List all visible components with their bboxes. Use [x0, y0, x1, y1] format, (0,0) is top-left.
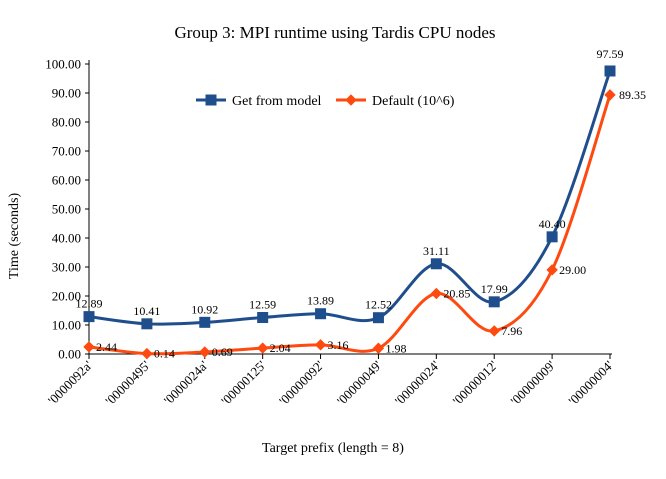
- data-point: [141, 318, 153, 330]
- y-tick-label: 0.00: [58, 347, 81, 362]
- data-point: [141, 347, 153, 360]
- data-label: 29.00: [559, 263, 586, 277]
- x-tick-label: '00000012': [450, 358, 501, 409]
- data-label: 13.89: [307, 294, 334, 308]
- data-point: [372, 342, 385, 354]
- data-label: 17.99: [481, 282, 508, 296]
- series-layer: 12.89 10.41 10.92 12.59 13.89 12.52 31.11 17.99…: [76, 47, 647, 361]
- x-tick-label: '00000125': [218, 358, 269, 409]
- series: 12.89 10.41 10.92 12.59 13.89 12.52 31.11 17.99…: [76, 47, 624, 330]
- y-tick-label: 100.00: [45, 57, 81, 72]
- data-point: [257, 311, 269, 323]
- data-label: 10.41: [133, 304, 160, 318]
- series: 2.44 0.14 0.69 2.04 3.16 1.98 20.85 7.96 29.00 89…: [83, 88, 646, 361]
- y-tick-label: 80.00: [52, 115, 81, 130]
- data-label: 2.04: [270, 341, 291, 355]
- y-tick-label: 40.00: [52, 231, 81, 246]
- data-point: [256, 342, 269, 354]
- x-tick-label: '00000049': [334, 358, 385, 409]
- data-point: [546, 231, 558, 243]
- data-point: [199, 346, 211, 358]
- y-tick-label: 90.00: [52, 86, 81, 101]
- data-label: 12.59: [249, 297, 276, 311]
- legend-item: Get from model: [196, 94, 322, 109]
- data-label: 7.96: [501, 324, 522, 338]
- axes: 0.00 10.00 20.00 30.00 40.00 50.00 60.00 70.00 8…: [45, 57, 616, 409]
- series-line: [88, 70, 612, 326]
- legend-label: Get from model: [232, 94, 322, 109]
- data-label: 10.92: [191, 302, 218, 316]
- data-point: [430, 258, 442, 270]
- data-label: 0.69: [212, 345, 233, 359]
- data-point: [345, 94, 357, 106]
- series-line: [88, 94, 612, 356]
- data-label: 2.44: [96, 340, 117, 354]
- data-point: [199, 316, 211, 328]
- data-label: 31.11: [423, 244, 450, 258]
- y-tick-label: 50.00: [52, 202, 81, 217]
- y-tick-label: 70.00: [52, 144, 81, 159]
- y-tick-label: 60.00: [52, 173, 81, 188]
- data-label: 0.14: [154, 347, 175, 361]
- data-label: 1.98: [385, 341, 406, 355]
- data-point: [488, 325, 500, 337]
- data-point: [315, 308, 327, 320]
- data-label: 89.35: [619, 88, 646, 102]
- legend: Get from model Default (10^6): [196, 94, 455, 109]
- x-tick-label: '00000004': [565, 358, 616, 409]
- x-tick-label: '00000024': [392, 358, 443, 409]
- data-point: [205, 94, 217, 106]
- y-tick-label: 30.00: [52, 260, 81, 275]
- x-tick-label: '00000009': [508, 358, 559, 409]
- data-label: 40.40: [539, 217, 566, 231]
- data-point: [604, 65, 616, 77]
- data-point: [546, 264, 558, 276]
- data-point: [314, 339, 327, 351]
- legend-item: Default (10^6): [336, 94, 455, 109]
- legend-label: Default (10^6): [372, 94, 455, 109]
- data-point: [83, 341, 95, 353]
- y-tick-label: 20.00: [52, 289, 81, 304]
- data-label: 20.85: [443, 287, 470, 301]
- data-point: [430, 287, 443, 300]
- data-point: [604, 89, 616, 101]
- data-label: 3.16: [328, 338, 349, 352]
- data-point: [372, 312, 384, 324]
- data-point: [488, 296, 500, 308]
- x-tick-label: '0000024a': [161, 358, 211, 408]
- data-label: 97.59: [597, 47, 624, 61]
- data-label: 12.89: [76, 297, 103, 311]
- x-tick-label: '00000092': [276, 358, 327, 409]
- data-point: [83, 311, 95, 323]
- data-label: 12.52: [365, 298, 392, 312]
- chart-title: Group 3: MPI runtime using Tardis CPU no…: [174, 23, 495, 42]
- y-axis-title: Time (seconds): [7, 193, 22, 280]
- x-tick-label: '0000092a': [45, 358, 95, 408]
- x-tick-label: '00000495': [102, 358, 153, 409]
- y-tick-label: 10.00: [52, 318, 81, 333]
- x-axis-title: Target prefix (length = 8): [262, 441, 404, 456]
